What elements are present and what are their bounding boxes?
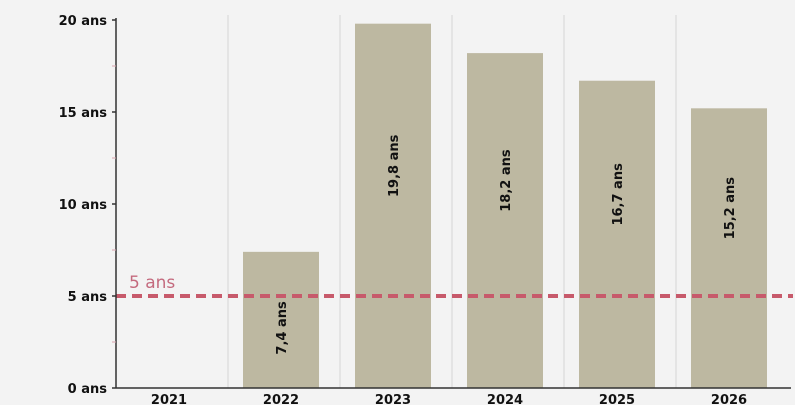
reference-line-group: 5 ans [116,273,793,298]
x-axis-ticks: 2021 2022 2023 2024 2025 2026 [151,393,747,405]
data-labels: 7,4 ans 19,8 ans 18,2 ans 16,7 ans 15,2 ans [275,134,738,354]
y-tick-label-20: 20 ans [59,14,108,29]
y-axis-ticks: 0 ans 5 ans 10 ans 15 ans 20 ans [59,14,116,397]
bar-2026 [691,108,767,388]
x-tick-label-2025: 2025 [599,393,635,405]
bars [243,23,767,389]
x-tick-label-2023: 2023 [375,393,411,405]
x-tick-label-2021: 2021 [151,393,187,405]
data-label-2026: 15,2 ans [723,177,738,240]
y-tick-label-0: 0 ans [68,382,108,397]
data-label-2024: 18,2 ans [499,149,514,212]
reference-line-label: 5 ans [129,273,175,293]
x-tick-label-2024: 2024 [487,393,523,405]
x-tick-label-2026: 2026 [711,393,747,405]
bar-2022 [243,251,319,388]
bar-2025 [579,80,655,388]
y-tick-label-15: 15 ans [59,106,108,121]
bar-2023 [355,23,431,389]
data-label-2025: 16,7 ans [611,163,626,226]
data-label-2022: 7,4 ans [275,301,290,355]
y-tick-label-10: 10 ans [59,198,108,213]
x-tick-label-2022: 2022 [263,393,299,405]
axes [115,18,791,389]
y-tick-label-5: 5 ans [68,290,108,305]
data-label-2023: 19,8 ans [387,134,402,197]
bar-2024 [467,53,543,389]
grid-lines [227,15,677,388]
